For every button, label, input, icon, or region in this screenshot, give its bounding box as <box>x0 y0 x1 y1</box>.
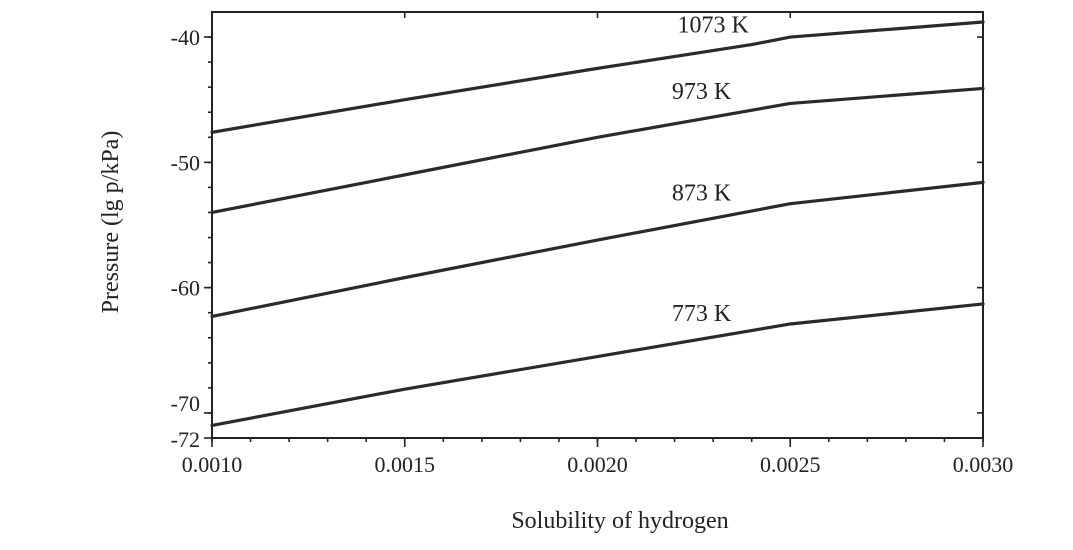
y-tick-label-3: -70 <box>171 391 200 416</box>
series-label-873-k: 873 K <box>672 180 732 206</box>
x-tick-label-1: 0.0015 <box>375 452 436 477</box>
x-tick-label-4: 0.0030 <box>953 452 1014 477</box>
plot-area: 0.0010 0.0015 0.0020 0.0025 0.0030 -40 -50 -60 -… <box>171 11 1014 477</box>
series-line-973-k <box>210 86 985 215</box>
plot-frame <box>211 11 984 439</box>
series-label-773-k: 773 K <box>672 301 732 327</box>
series-line-773-k <box>210 302 985 428</box>
series-line-873-k <box>210 180 985 319</box>
y-tick-label-2: -60 <box>171 276 200 301</box>
series-label-1073-k: 1073 K <box>677 13 749 39</box>
series-label-973-k: 973 K <box>672 79 732 105</box>
x-tick-label-2: 0.0020 <box>567 452 628 477</box>
y-axis-title: Pressure (lg p/kPa) <box>98 131 124 314</box>
series-line-1073-k <box>210 20 985 134</box>
y-tick-label-0: -40 <box>171 25 200 50</box>
y-tick-label-1: -50 <box>171 150 200 175</box>
x-tick-label-0: 0.0010 <box>182 452 243 477</box>
x-axis-title: Solubility of hydrogen <box>511 508 728 534</box>
y-tick-label-4: -72 <box>171 427 200 452</box>
x-tick-label-3: 0.0025 <box>760 452 821 477</box>
